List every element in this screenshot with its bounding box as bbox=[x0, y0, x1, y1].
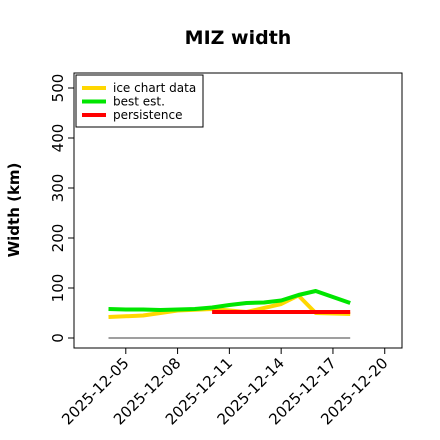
y-axis-label: Width (km) bbox=[5, 163, 23, 258]
y-tick-label: 100 bbox=[49, 274, 67, 303]
y-tick-label: 500 bbox=[49, 74, 67, 103]
series-line-best-est- bbox=[108, 289, 351, 312]
legend-label-ice-chart-data: ice chart data bbox=[113, 81, 196, 95]
legend-label-best-est-: best est. bbox=[113, 95, 165, 109]
y-tick-label: 400 bbox=[49, 124, 67, 153]
y-tick-label: 300 bbox=[49, 174, 67, 203]
y-tick-label: 200 bbox=[49, 224, 67, 253]
plot-frame bbox=[73, 72, 403, 349]
y-tick-label: 0 bbox=[49, 333, 67, 343]
y-axis: 0 100 200 300 400 500 bbox=[49, 74, 74, 343]
x-axis: 2025-12-052025-12-082025-12-112025-12-14… bbox=[58, 348, 392, 428]
legend-label-persistence: persistence bbox=[113, 108, 182, 122]
series-layer bbox=[108, 289, 351, 339]
chart-title: MIZ width bbox=[185, 27, 292, 49]
